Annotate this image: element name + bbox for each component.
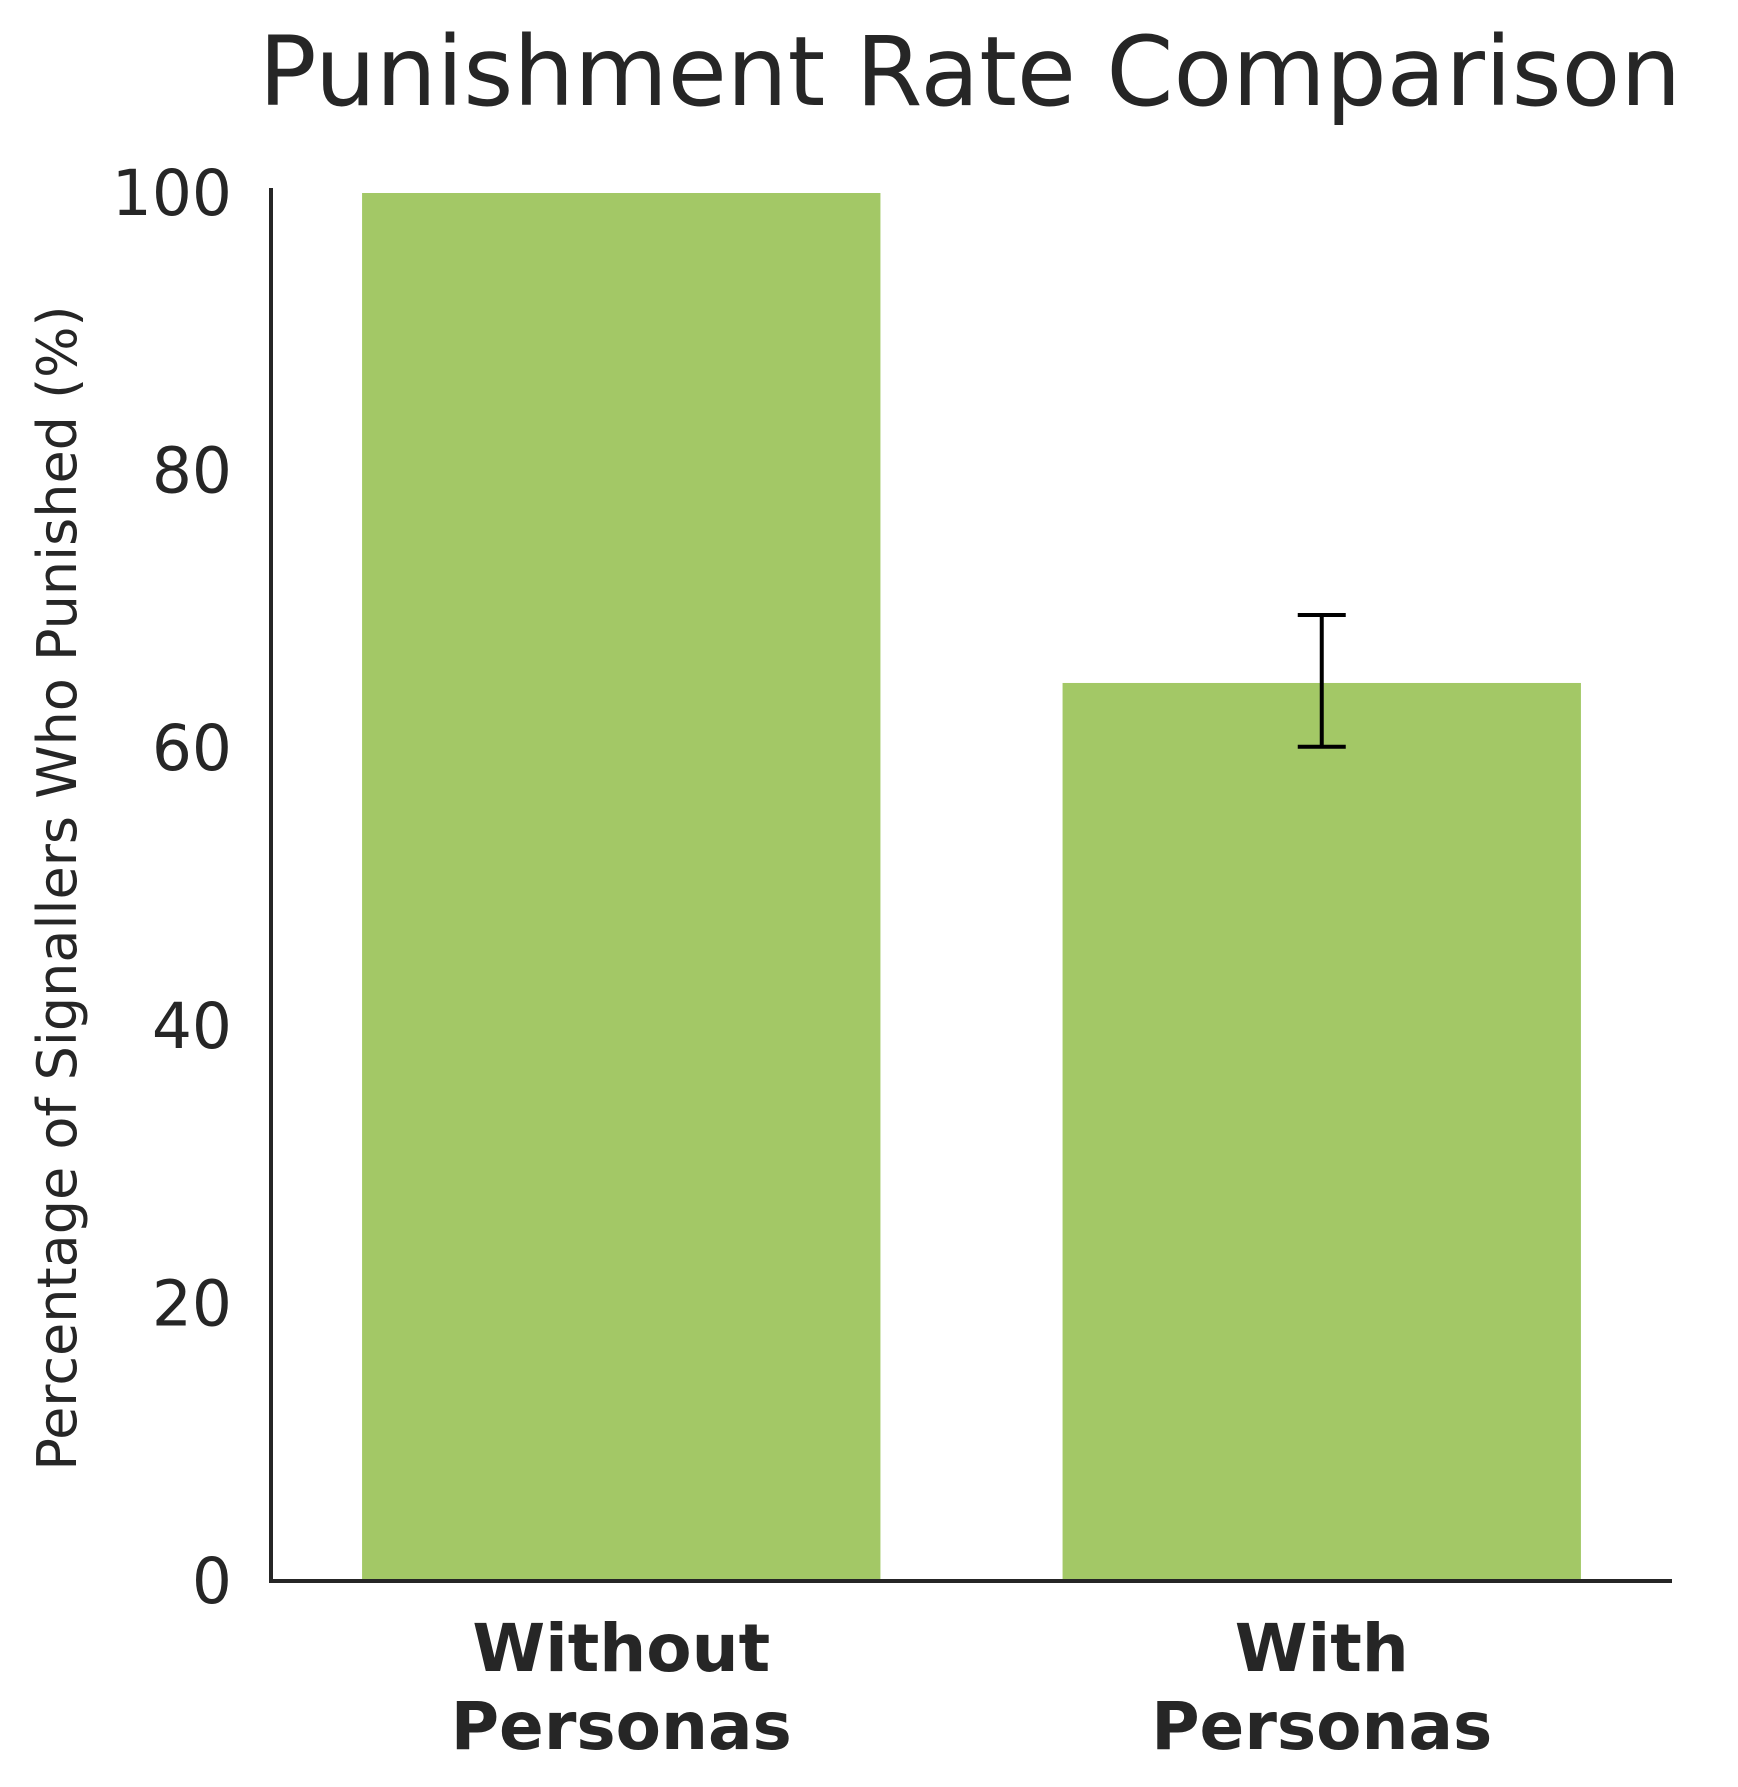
chart-title: Punishment Rate Comparison [259, 16, 1681, 128]
bar-1 [1062, 682, 1581, 1581]
x-tick-label-1: With Personas [1151, 1610, 1492, 1765]
y-tick-label-3: 60 [152, 712, 232, 785]
error-bars-group [1297, 612, 1346, 749]
x-tick-label-0: Without Personas [451, 1610, 792, 1765]
bar-0 [362, 193, 881, 1581]
x-ticks-group: Without Personas With Personas [451, 1610, 1493, 1765]
y-tick-label-4: 80 [152, 435, 232, 508]
y-ticks-group: 0 20 40 60 80 100 [112, 157, 232, 1618]
y-tick-label-1: 20 [152, 1267, 232, 1340]
y-axis-label: Percentage of Signallers Who Punished (%… [26, 305, 89, 1470]
y-tick-label-0: 0 [192, 1545, 232, 1618]
bars-group [362, 193, 1581, 1581]
y-tick-label-5: 100 [112, 157, 232, 230]
y-tick-label-2: 40 [152, 990, 232, 1063]
